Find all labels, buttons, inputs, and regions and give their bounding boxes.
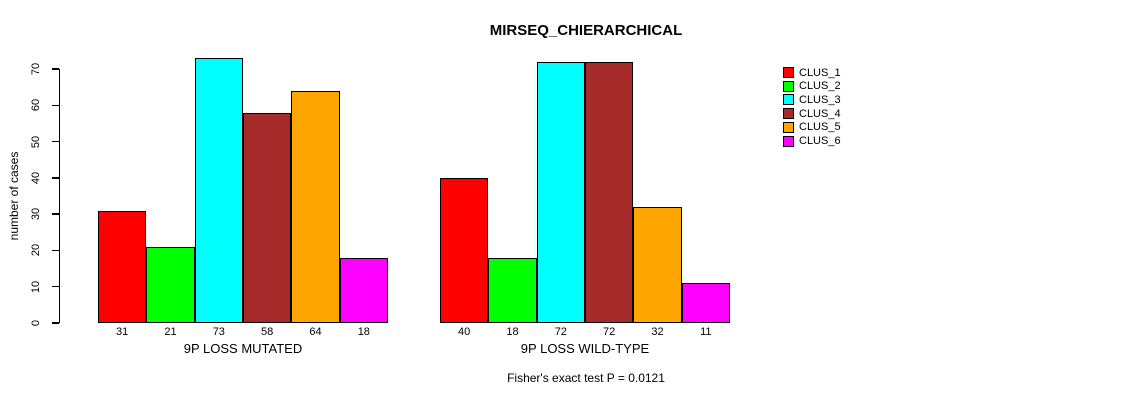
y-axis-line — [58, 69, 60, 323]
legend-swatch-clus_1 — [783, 67, 794, 78]
category-label: 9P LOSS WILD-TYPE — [520, 341, 650, 356]
bar-clus_4-group-1 — [242, 112, 292, 323]
bar-clus_6-group-1 — [339, 257, 388, 323]
legend-label-clus_6: CLUS_6 — [799, 135, 841, 147]
y-tick — [51, 322, 59, 324]
legend-swatch-clus_4 — [783, 108, 794, 120]
bar-clus_3-group-2 — [536, 61, 585, 323]
bar-value-label: 18 — [506, 326, 519, 338]
legend-swatch-clus_3 — [783, 94, 794, 106]
bar-value-label: 31 — [116, 326, 129, 338]
bar-value-label: 58 — [261, 326, 274, 338]
bar-clus_5-group-2 — [633, 206, 682, 323]
bar-value-label: 11 — [700, 326, 712, 338]
bar-clus_3-group-1 — [194, 58, 243, 323]
y-tick-label: 30 — [30, 208, 42, 221]
legend-swatch-clus_6 — [783, 135, 794, 147]
y-tick-label: 0 — [30, 319, 42, 327]
y-tick-label: 10 — [30, 280, 42, 293]
legend-label-clus_1: CLUS_1 — [799, 66, 841, 79]
bar-value-label: 72 — [554, 326, 567, 338]
bar-clus_1-group-2 — [440, 177, 489, 323]
legend-label-clus_3: CLUS_3 — [799, 93, 841, 106]
y-tick — [51, 104, 59, 107]
bar-clus_6-group-2 — [681, 283, 730, 323]
legend-label-clus_5: CLUS_5 — [799, 121, 841, 134]
legend-label-clus_2: CLUS_2 — [799, 80, 841, 93]
bar-value-label: 18 — [357, 326, 370, 338]
y-tick-label: 50 — [30, 135, 42, 148]
bar-clus_2-group-2 — [488, 257, 537, 323]
y-axis-label: number of cases — [7, 151, 21, 241]
footer-note: Fisher's exact test P = 0.0121 — [507, 371, 665, 385]
y-tick — [51, 140, 59, 143]
y-tick — [51, 213, 59, 215]
bar-clus_4-group-2 — [584, 61, 634, 323]
y-tick — [51, 177, 59, 179]
bar-value-label: 40 — [458, 326, 471, 338]
category-label: 9P LOSS MUTATED — [183, 341, 303, 356]
legend-swatch-clus_5 — [783, 121, 794, 133]
legend-swatch-clus_2 — [783, 80, 794, 92]
y-tick-label: 40 — [30, 171, 42, 184]
y-tick — [51, 285, 59, 288]
bar-clus_1-group-1 — [98, 210, 147, 323]
y-tick — [51, 249, 59, 252]
y-tick-label: 20 — [30, 244, 42, 257]
chart-title: MIRSEQ_CHIERARCHICAL — [489, 22, 683, 39]
legend-label-clus_4: CLUS_4 — [799, 107, 841, 120]
bar-value-label: 73 — [212, 326, 225, 338]
bar-value-label: 32 — [651, 326, 664, 338]
bar-clus_2-group-1 — [146, 246, 195, 323]
bar-clus_5-group-1 — [291, 90, 340, 323]
y-tick — [51, 68, 59, 70]
y-tick-label: 60 — [30, 99, 42, 112]
bar-value-label: 72 — [603, 326, 616, 338]
y-tick-label: 70 — [30, 62, 42, 76]
bar-value-label: 21 — [164, 326, 177, 338]
bar-value-label: 64 — [309, 326, 322, 338]
